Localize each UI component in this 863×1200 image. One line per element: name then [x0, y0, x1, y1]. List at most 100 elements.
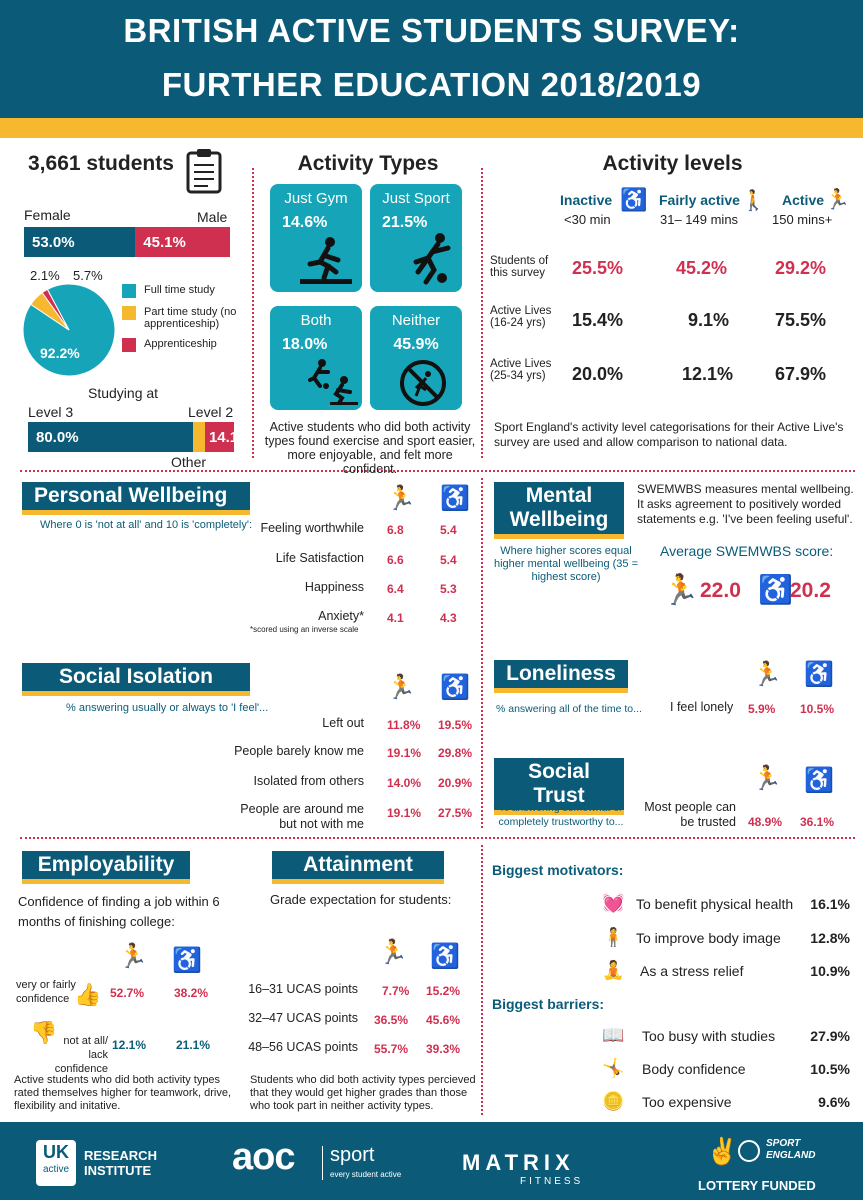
wellbeing-footnote: *scored using an inverse scale [250, 625, 359, 634]
tile-value: 21.5% [382, 214, 428, 231]
football-player-icon [413, 233, 451, 285]
motivator-row: 🧘 As a stress relief 10.9% [602, 960, 850, 981]
male-bar: 45.1% [135, 227, 230, 257]
ukactive-logo: UK active [36, 1140, 76, 1186]
clipboard-icon [186, 148, 222, 194]
tile-just-sport: Just Sport 21.5% [370, 184, 462, 292]
sitting-icon: ♿ [440, 485, 470, 512]
study-type-pie [22, 283, 116, 377]
sport-england-line1: SPORT [766, 1138, 801, 1149]
gym-and-sport-icon [308, 359, 358, 405]
loneliness-tag: Loneliness [494, 660, 628, 688]
legend-apprenticeship: Apprenticeship [122, 338, 252, 352]
fairly-active-sub: 31– 149 mins [660, 212, 739, 227]
legend-label: Part time study (no apprenticeship) [144, 306, 237, 330]
wellbeing-row-label: Happiness [304, 580, 364, 594]
level3-label: Level 3 [28, 404, 74, 420]
ukactive-text: RESEARCH INSTITUTE [84, 1148, 157, 1178]
mental-wellbeing-title-line2: Wellbeing [509, 508, 609, 531]
sitting-icon: ♿ [620, 187, 648, 212]
gold-divider [0, 118, 863, 138]
activity-levels-title: Activity levels [602, 152, 743, 175]
footer-banner: UK active RESEARCH INSTITUTE aoc sport e… [0, 1122, 863, 1200]
treadmill-icon [300, 237, 352, 284]
isolation-active-value: 19.1% [387, 746, 422, 760]
thumbs-up-icon: 👍 [74, 982, 102, 1007]
studying-at-title: Studying at [88, 385, 159, 401]
lottery-funded: LOTTERY FUNDED [698, 1178, 816, 1193]
employability-tag: Employability [22, 851, 190, 879]
barrier-label: Too busy with studies [642, 1027, 776, 1044]
wellbeing-active-value: 6.6 [387, 553, 404, 567]
swemwbs-label: Average SWEMWBS score: [660, 543, 834, 559]
social-isolation-tag: Social Isolation [22, 663, 250, 691]
divider-h2 [20, 837, 855, 839]
book-icon: 📖 [602, 1025, 625, 1045]
legend-swatch [122, 338, 136, 352]
pie-label-apprenticeship: 2.1% [30, 268, 60, 283]
sport-england-text: SPORT ENGLAND [766, 1138, 815, 1162]
running-icon: 🏃 [752, 765, 782, 792]
barriers-title: Biggest barriers: [492, 996, 605, 1012]
mental-wellbeing-tag: Mental Wellbeing [494, 482, 624, 534]
loneliness-subtitle: % answering all of the time to... [496, 703, 642, 715]
sitting-icon: ♿ [430, 943, 460, 970]
attainment-row-label: 48–56 UCAS points [248, 1040, 358, 1054]
isolation-row-label-line2: but not with me [279, 817, 364, 831]
tile-label: Both [300, 312, 332, 329]
barrier-label: Too expensive [642, 1093, 732, 1110]
row-value: 25.5% [572, 258, 624, 278]
sitting-icon: ♿ [440, 674, 470, 701]
barrier-value: 9.6% [818, 1093, 850, 1110]
social-isolation-subtitle: % answering usually or always to 'I feel… [66, 702, 269, 714]
running-icon: 🏃 [752, 661, 782, 688]
personal-wellbeing-subtitle: Where 0 is 'not at all' and 10 is 'compl… [40, 519, 253, 531]
barrier-value: 27.9% [810, 1027, 850, 1044]
isolation-row-label: Isolated from others [253, 774, 364, 788]
mental-wellbeing-title-line1: Mental [525, 484, 593, 507]
wellbeing-inactive-value: 4.3 [440, 611, 457, 625]
no-activity-icon [400, 360, 446, 406]
heart-monitor-icon: 💓 [602, 893, 625, 913]
attainment-inactive-value: 45.6% [426, 1013, 461, 1027]
activity-types-title: Activity Types [297, 152, 439, 175]
row-value: 75.5% [775, 310, 827, 330]
matrix-logo: MATRIX [462, 1150, 575, 1175]
pie-slice-apprenticeship [41, 288, 70, 331]
coins-icon: 🪙 [602, 1091, 625, 1111]
wellbeing-inactive-value: 5.3 [440, 582, 457, 596]
row-value: 9.1% [688, 310, 730, 330]
loneliness-label: I feel lonely [670, 700, 734, 714]
sport-england-line2: ENGLAND [766, 1150, 816, 1161]
wellbeing-inactive-value: 5.4 [440, 553, 457, 567]
barrier-row: 📖 Too busy with studies 27.9% [602, 1025, 850, 1046]
level2-label: Level 2 [188, 404, 234, 420]
tile-label: Just Sport [382, 190, 450, 207]
tile-label: Just Gym [284, 190, 348, 207]
isolation-row-label: People barely know me [234, 744, 364, 758]
barrier-label: Body confidence [642, 1060, 746, 1077]
other-bar [192, 422, 205, 452]
employability-row1-label: very or fairly confidence [16, 979, 76, 1005]
legend-label: Full time study [144, 284, 215, 296]
row-value: 12.1% [682, 364, 734, 384]
level3-bar: 80.0% [28, 422, 193, 452]
legend-label: Apprenticeship [144, 338, 217, 350]
tile-value: 18.0% [282, 336, 328, 353]
active-sub: 150 mins+ [772, 212, 833, 227]
motivator-value: 12.8% [810, 929, 850, 946]
social-trust-tag: Social Trust [494, 758, 624, 810]
barrier-row: 🪙 Too expensive 9.6% [602, 1091, 850, 1112]
attainment-note: Students who did both activity types per… [250, 1074, 476, 1112]
male-label: Male [197, 209, 228, 225]
social-trust-subtitle-line1: % answering somewhat or [499, 802, 623, 814]
aoc-divider [322, 1146, 323, 1180]
sitting-icon: ♿ [172, 947, 202, 974]
employability-row1-active: 52.7% [110, 986, 145, 1000]
running-icon: 🏃 [378, 939, 408, 966]
legend-swatch [122, 306, 136, 320]
motivator-value: 10.9% [810, 962, 850, 979]
aoc-sport: sport [330, 1144, 375, 1166]
tile-value: 14.6% [282, 214, 328, 231]
female-label: Female [24, 207, 71, 223]
